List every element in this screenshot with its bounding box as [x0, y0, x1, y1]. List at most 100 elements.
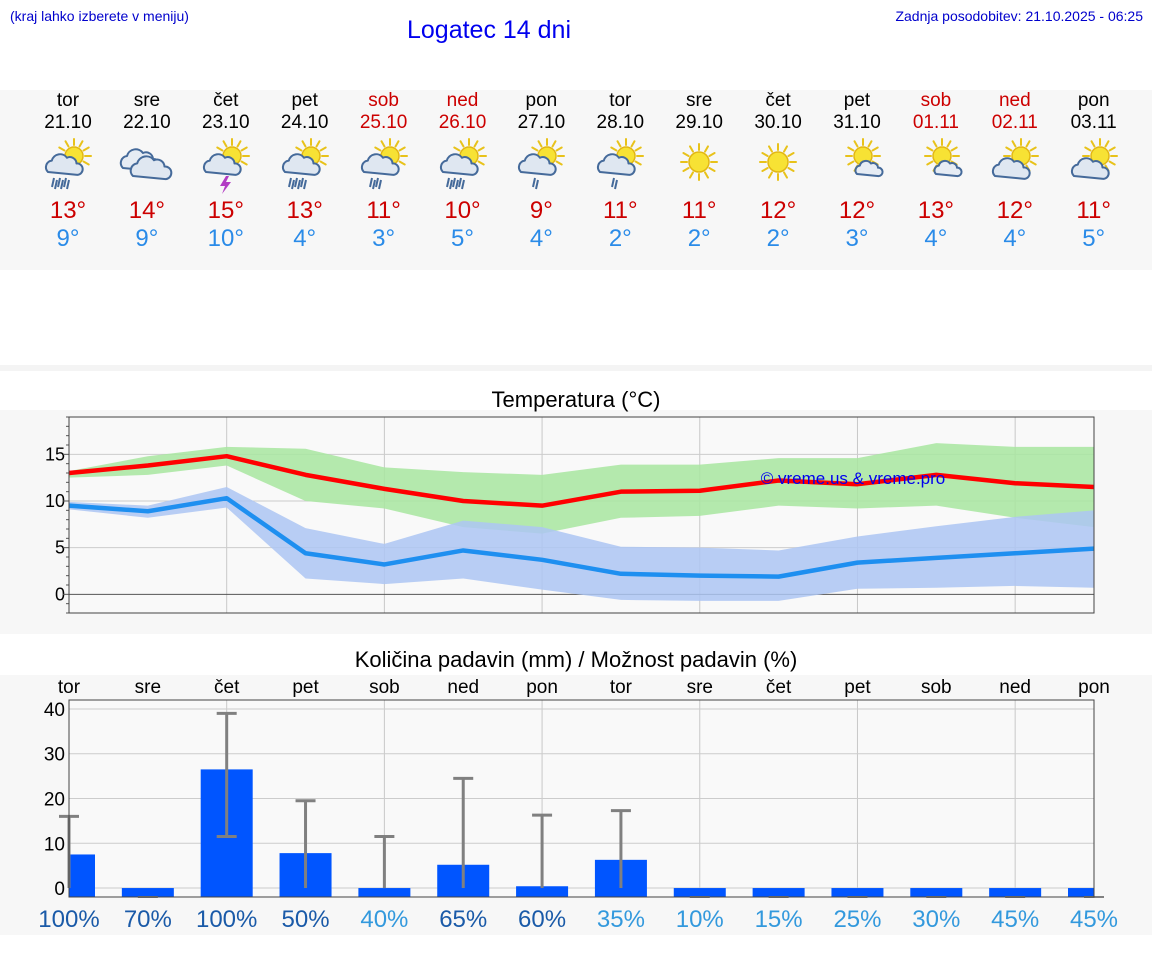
- day-forecast: čet 23.10 15° 10°: [187, 90, 265, 253]
- series-line-max: [68, 453, 1095, 508]
- x-day-label: sre: [135, 677, 161, 698]
- day-forecast: sre 22.10 14° 9°: [108, 90, 186, 253]
- range-band-max: [69, 443, 1094, 534]
- sun-icon: [759, 143, 798, 181]
- sun-cloud-heavy-rain-icon: [281, 138, 329, 190]
- day-date: 27.10: [517, 112, 566, 133]
- max-temperature: 9°: [529, 197, 553, 224]
- precipitation-probability: 70%: [124, 906, 172, 933]
- day-forecast: ned 26.10 10° 5°: [424, 90, 502, 253]
- sun-cloud-heavy-rain-icon: [439, 138, 487, 190]
- cloudy-icon: [119, 148, 173, 181]
- min-temperature: 2°: [608, 225, 632, 252]
- min-temperature: 3°: [845, 225, 869, 252]
- min-temperature: 9°: [56, 225, 80, 252]
- x-day-label: čet: [766, 677, 792, 698]
- min-temperature: 5°: [451, 225, 474, 252]
- x-day-label: ned: [999, 677, 1031, 698]
- day-name: ned: [998, 90, 1031, 111]
- min-temperature: 4°: [529, 225, 553, 252]
- max-temperature: 12°: [838, 197, 876, 224]
- y-tick-label: 5: [55, 538, 65, 558]
- x-day-label: čet: [214, 677, 240, 698]
- day-forecast: pet 31.10 12° 3°: [818, 90, 896, 253]
- precipitation-bar: [989, 888, 1042, 897]
- sun-small-cloud-icon: [845, 138, 884, 178]
- min-temperature: 2°: [687, 225, 711, 252]
- day-forecast: čet 30.10 12° 2°: [739, 90, 817, 253]
- max-temperature: 13°: [286, 197, 323, 224]
- day-date: 24.10: [280, 112, 329, 133]
- y-tick-label: 30: [44, 745, 65, 766]
- day-forecast: tor 21.10 13° 9°: [29, 90, 107, 253]
- day-date: 22.10: [123, 112, 171, 133]
- sun-thunderstorm-icon: [202, 138, 250, 194]
- precipitation-probability: 100%: [196, 906, 257, 933]
- precipitation-bar: [358, 888, 411, 897]
- y-tick-label: 40: [44, 700, 65, 721]
- precipitation-probability: 15%: [755, 906, 803, 933]
- min-temperature: 4°: [924, 225, 948, 252]
- day-date: 28.10: [596, 112, 645, 133]
- temperature-chart: 0 5 10 15 © vreme.us & vreme.pro: [45, 416, 1095, 614]
- copyright-watermark: © vreme.us & vreme.pro: [761, 469, 945, 488]
- x-day-label: pon: [526, 677, 558, 698]
- day-forecast: sob 01.11 13° 4°: [897, 90, 975, 253]
- x-day-label: pet: [292, 677, 319, 698]
- y-tick-label: 15: [45, 444, 65, 464]
- min-temperature: 4°: [293, 225, 317, 252]
- x-day-label: tor: [58, 677, 81, 698]
- location-menu-hint: (kraj lahko izberete v meniju): [10, 8, 189, 24]
- max-temperature: 12°: [759, 197, 797, 224]
- max-temperature: 11°: [366, 197, 401, 224]
- x-day-label: pet: [844, 677, 871, 698]
- max-temperature: 11°: [1076, 197, 1111, 224]
- max-temperature: 15°: [207, 197, 244, 224]
- day-date: 31.10: [833, 112, 881, 133]
- precipitation-bar: [121, 888, 174, 897]
- precipitation-bar: [673, 888, 726, 897]
- precipitation-probability: 35%: [597, 906, 645, 933]
- min-temperature: 10°: [207, 225, 244, 252]
- y-tick-label: 0: [55, 584, 65, 604]
- precipitation-probability: 30%: [912, 906, 960, 933]
- precipitation-bar: [831, 888, 884, 897]
- day-name: pet: [291, 90, 318, 111]
- day-name: čet: [765, 90, 791, 111]
- y-tick-label: 10: [44, 834, 65, 855]
- day-name: pet: [843, 90, 871, 111]
- max-temperature: 10°: [444, 197, 481, 224]
- day-name: ned: [446, 90, 479, 111]
- day-date: 25.10: [359, 112, 408, 133]
- precipitation-probability: 45%: [1070, 906, 1118, 933]
- max-temperature: 12°: [996, 197, 1033, 224]
- min-temperature: 9°: [135, 225, 159, 252]
- max-temperature: 11°: [603, 197, 638, 224]
- x-day-label: pon: [1078, 677, 1110, 698]
- day-forecast: pon 03.11 11° 5°: [1055, 90, 1133, 253]
- max-temperature: 13°: [49, 197, 87, 224]
- section-divider: [0, 365, 1152, 371]
- sun-cloud-light-rain-icon: [518, 138, 566, 190]
- day-forecast: sob 25.10 11° 3°: [345, 90, 423, 253]
- day-forecast: sre 29.10 11° 2°: [660, 90, 738, 253]
- day-name: pon: [1077, 90, 1110, 111]
- plot-frame: [68, 416, 1095, 614]
- min-temperature: 4°: [1003, 225, 1027, 252]
- precipitation-bar: [516, 886, 569, 897]
- x-day-label: sob: [921, 677, 952, 698]
- day-name: sob: [368, 90, 399, 111]
- x-day-label: ned: [447, 677, 479, 698]
- range-band-min: [69, 487, 1094, 601]
- x-day-label: sob: [369, 677, 400, 698]
- sun-icon: [680, 143, 719, 181]
- day-name: sob: [920, 90, 952, 111]
- day-forecast: pet 24.10 13° 4°: [266, 90, 344, 253]
- last-updated: Zadnja posodobitev: 21.10.2025 - 06:25: [895, 8, 1143, 24]
- x-day-label: sre: [687, 677, 713, 698]
- day-name: tor: [56, 90, 80, 111]
- day-date: 26.10: [438, 112, 487, 133]
- plot-frame: [68, 699, 1095, 898]
- min-temperature: 5°: [1082, 225, 1106, 252]
- day-name: sre: [685, 90, 713, 111]
